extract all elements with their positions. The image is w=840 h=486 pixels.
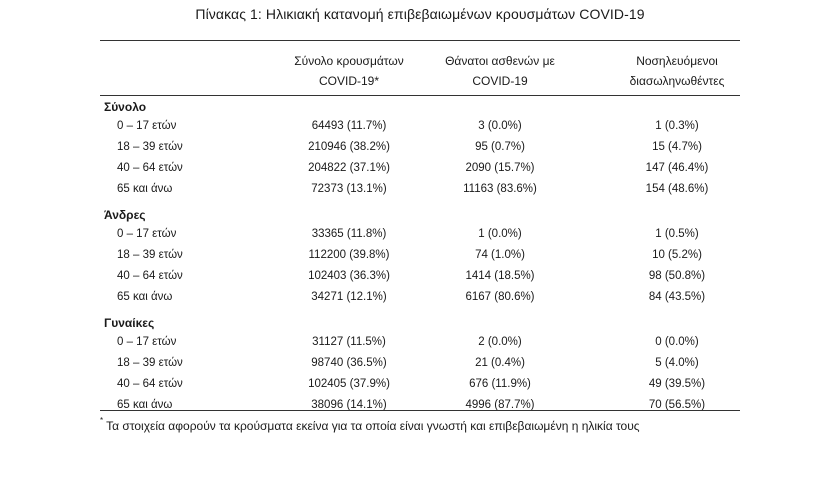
intubated-cell: 0 (0.0%): [655, 336, 699, 348]
deaths-cell: 2 (0.0%): [478, 336, 522, 348]
cases-cell: 72373 (13.1%): [311, 183, 387, 195]
table-row: 40 – 64 ετών 102405 (37.9%) 676 (11.9%) 49 …: [0, 378, 840, 398]
table-row: 65 και άνω 34271 (12.1%) 6167 (80.6%) 84 (4…: [0, 291, 840, 311]
age-group-label: 18 – 39 ετών: [117, 249, 183, 261]
header-line: COVID-19: [472, 74, 528, 88]
age-group-label: 65 και άνω: [117, 291, 173, 303]
table-row: 40 – 64 ετών 102403 (36.3%) 1414 (18.5%) 98…: [0, 270, 840, 290]
intubated-cell: 70 (56.5%): [648, 399, 706, 411]
age-group-label: 40 – 64 ετών: [117, 162, 183, 174]
cases-cell: 102405 (37.9%): [308, 378, 390, 390]
age-group-label: 40 – 64 ετών: [117, 378, 183, 390]
deaths-cell: 2090 (15.7%): [465, 162, 535, 174]
cases-cell: 64493 (11.7%): [311, 120, 387, 132]
table-row: 0 – 17 ετών 31127 (11.5%) 2 (0.0%) 0 (0.0%): [0, 336, 840, 356]
header-intubated: Νοσηλευόμενοι διασωληνωθέντες: [577, 51, 777, 91]
age-group-label: 65 και άνω: [117, 399, 173, 411]
header-total-cases: Σύνολο κρουσμάτων COVID-19*: [249, 51, 449, 91]
table-row: 0 – 17 ετών 64493 (11.7%) 3 (0.0%) 1 (0.3%): [0, 120, 840, 140]
intubated-cell: 49 (39.5%): [648, 378, 706, 390]
bottom-rule: [100, 410, 740, 411]
age-group-label: 40 – 64 ετών: [117, 270, 183, 282]
age-group-label: 18 – 39 ετών: [117, 357, 183, 369]
top-rule: [100, 40, 740, 41]
intubated-cell: 98 (50.8%): [648, 270, 706, 282]
header-deaths: Θάνατοι ασθενών με COVID-19: [400, 51, 600, 91]
intubated-cell: 84 (43.5%): [648, 291, 706, 303]
header-rule: [100, 95, 740, 96]
deaths-cell: 74 (1.0%): [475, 249, 525, 261]
cases-cell: 34271 (12.1%): [311, 291, 387, 303]
cases-cell: 102403 (36.3%): [308, 270, 390, 282]
deaths-cell: 676 (11.9%): [469, 378, 531, 390]
group-heading: Άνδρες: [104, 208, 146, 222]
table-row: 65 και άνω 38096 (14.1%) 4996 (87.7%) 70 (5…: [0, 399, 840, 419]
deaths-cell: 1414 (18.5%): [465, 270, 535, 282]
footnote: * Τα στοιχεία αφορούν τα κρούσματα εκείνα…: [100, 416, 640, 433]
deaths-cell: 95 (0.7%): [475, 141, 525, 153]
intubated-cell: 1 (0.5%): [655, 228, 699, 240]
cases-cell: 33365 (11.8%): [311, 228, 387, 240]
deaths-cell: 11163 (83.6%): [463, 183, 537, 195]
table-row: 0 – 17 ετών 33365 (11.8%) 1 (0.0%) 1 (0.5%): [0, 228, 840, 248]
deaths-cell: 21 (0.4%): [475, 357, 525, 369]
age-group-label: 0 – 17 ετών: [117, 120, 177, 132]
cases-cell: 210946 (38.2%): [308, 141, 390, 153]
cases-cell: 204822 (37.1%): [308, 162, 390, 174]
deaths-cell: 3 (0.0%): [478, 120, 522, 132]
age-group-label: 0 – 17 ετών: [117, 228, 177, 240]
table-row: 18 – 39 ετών 98740 (36.5%) 21 (0.4%) 5 (4.0…: [0, 357, 840, 377]
header-line: Σύνολο κρουσμάτων: [294, 54, 404, 68]
header-line: Νοσηλευόμενοι: [636, 54, 718, 68]
header-line: COVID-19*: [318, 74, 380, 88]
intubated-cell: 5 (4.0%): [655, 357, 699, 369]
age-group-label: 18 – 39 ετών: [117, 141, 183, 153]
table-title: Πίνακας 1: Ηλικιακή κατανομή επιβεβαιωμέ…: [195, 6, 645, 22]
intubated-cell: 1 (0.3%): [655, 120, 699, 132]
header-line: διασωληνωθέντες: [629, 74, 725, 88]
deaths-cell: 4996 (87.7%): [465, 399, 535, 411]
table-row: 65 και άνω 72373 (13.1%) 11163 (83.6%) 154 …: [0, 183, 840, 203]
footnote-mark: *: [100, 416, 104, 425]
cases-cell: 38096 (14.1%): [311, 399, 387, 411]
deaths-cell: 6167 (80.6%): [465, 291, 535, 303]
intubated-cell: 147 (46.4%): [645, 162, 709, 174]
cases-cell: 112200 (39.8%): [308, 249, 390, 261]
deaths-cell: 1 (0.0%): [478, 228, 522, 240]
intubated-cell: 10 (5.2%): [652, 249, 702, 261]
cases-cell: 31127 (11.5%): [312, 336, 386, 348]
table-row: 40 – 64 ετών 204822 (37.1%) 2090 (15.7%) 14…: [0, 162, 840, 182]
footnote-text: Τα στοιχεία αφορούν τα κρούσματα εκείνα …: [106, 419, 640, 433]
header-line: Θάνατοι ασθενών με: [445, 54, 555, 68]
group-heading: Σύνολο: [104, 100, 147, 114]
age-group-label: 0 – 17 ετών: [117, 336, 177, 348]
age-group-label: 65 και άνω: [117, 183, 173, 195]
group-heading: Γυναίκες: [104, 316, 155, 330]
intubated-cell: 15 (4.7%): [652, 141, 702, 153]
table-row: 18 – 39 ετών 210946 (38.2%) 95 (0.7%) 15 (4…: [0, 141, 840, 161]
table-row: 18 – 39 ετών 112200 (39.8%) 74 (1.0%) 10 (5…: [0, 249, 840, 269]
intubated-cell: 154 (48.6%): [645, 183, 709, 195]
cases-cell: 98740 (36.5%): [311, 357, 387, 369]
